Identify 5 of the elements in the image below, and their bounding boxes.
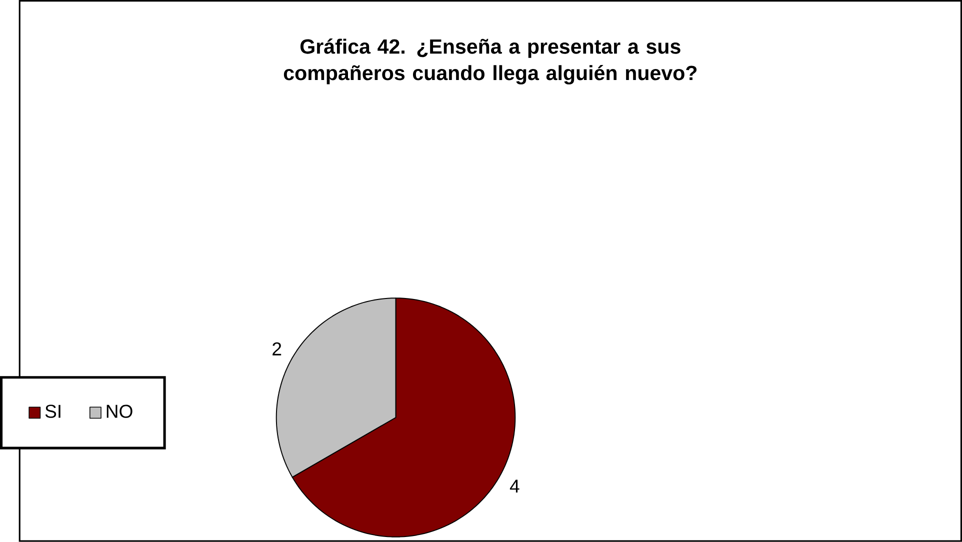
- chart-title: Gráfica 42. ¿Enseña a presentar a sus compañeros cuando llega alguién nuevo?: [284, 38, 697, 84]
- data-label: 2: [272, 342, 282, 356]
- legend-label: NO: [106, 404, 132, 418]
- data-label: 4: [510, 480, 520, 493]
- legend-label: SI: [45, 404, 60, 418]
